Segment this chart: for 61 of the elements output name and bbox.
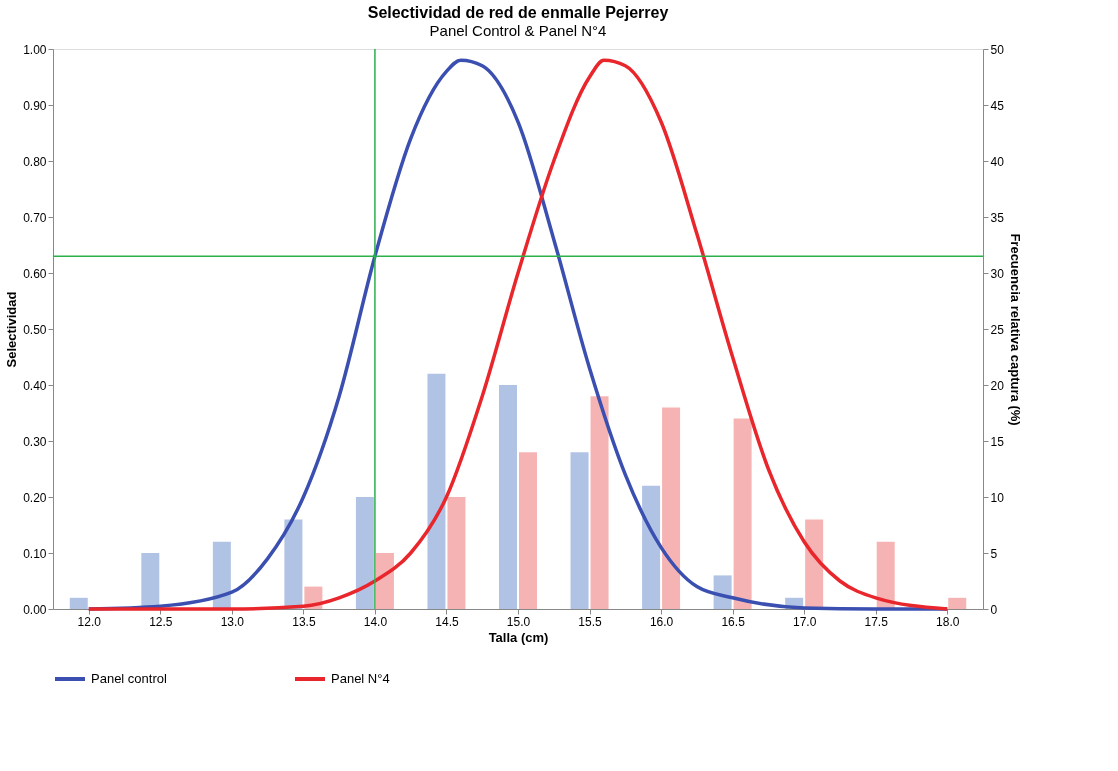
y-tick-label: 0.90 [23,98,47,113]
bar [499,385,517,609]
x-tick-label: 17.0 [792,614,817,629]
bar [427,373,446,609]
bar [69,597,88,609]
bar [141,553,160,609]
bar [642,485,661,609]
legend-label: Panel N°4 [331,671,390,686]
bar [212,541,231,609]
bar [447,497,466,609]
y2-tick-label: 0 [990,602,998,617]
bar [948,597,967,609]
y2-axis-title: Frecuencia relativa captura (%) [1007,233,1023,426]
y2-tick-label: 5 [990,546,998,561]
y-tick-label: 0.20 [23,490,47,505]
y2-tick-label: 50 [990,42,1005,57]
y2-tick-label: 45 [990,98,1005,113]
bar [662,407,681,609]
y-tick-label: 0.10 [23,546,47,561]
y2-tick-label: 30 [990,266,1005,281]
x-tick-label: 16.0 [649,614,674,629]
x-tick-label: 16.5 [721,614,746,629]
bar [284,519,303,609]
y2-tick-label: 15 [990,434,1005,449]
y2-tick-label: 35 [990,210,1005,225]
y-tick-label: 1.00 [23,42,47,57]
bar [355,497,374,609]
y2-tick-label: 40 [990,154,1005,169]
y-tick-label: 0.60 [23,266,47,281]
bar [570,452,589,609]
bar [590,396,609,609]
y-tick-label: 0.00 [23,602,47,617]
x-tick-label: 12.5 [149,614,173,629]
x-tick-label: 15.0 [506,614,531,629]
y-axis-title: Selectividad [4,291,20,368]
bar [805,519,824,609]
bar [876,541,895,609]
bar [733,418,752,609]
y-tick-label: 0.30 [23,434,47,449]
line-series [87,58,949,611]
chart-title: Selectividad de red de enmalle Pejerrey [367,4,669,21]
y-tick-label: 0.80 [23,154,47,169]
x-tick-label: 18.0 [936,614,960,629]
y-tick-label: 0.50 [23,322,47,337]
x-tick-label: 17.5 [864,614,889,629]
bar [519,452,537,609]
x-tick-label: 13.0 [220,614,245,629]
chart-subtitle: Panel Control & Panel N°4 [429,22,607,39]
x-tick-label: 12.0 [77,614,102,629]
y-tick-label: 0.70 [23,210,47,225]
legend-label: Panel control [91,671,167,686]
y2-tick-label: 10 [990,490,1005,505]
x-tick-label: 14.5 [435,614,459,629]
x-tick-label: 15.5 [578,614,603,629]
bar [375,553,394,609]
y2-tick-label: 20 [990,378,1005,393]
x-axis-title: Talla (cm) [488,629,549,645]
y-tick-label: 0.40 [23,378,47,393]
x-tick-label: 13.5 [292,614,316,629]
y2-tick-label: 25 [990,322,1005,337]
x-tick-label: 14.0 [363,614,388,629]
